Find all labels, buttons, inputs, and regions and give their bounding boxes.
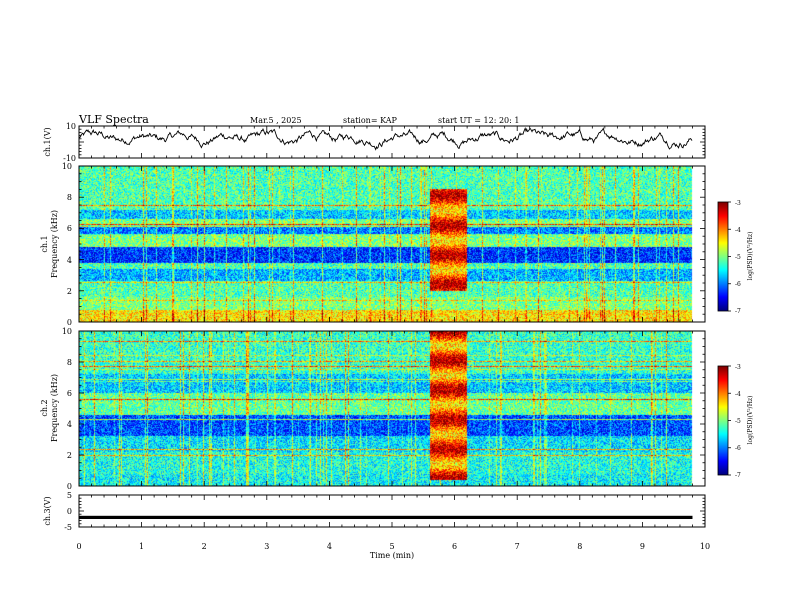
ch2-cbar-tick-m3: -3 — [735, 364, 741, 371]
ch2-spectrogram-image — [79, 331, 705, 486]
ch1-spec-ytick-2: 2 — [67, 287, 72, 296]
ch2-spec-ytick-8: 8 — [67, 358, 72, 367]
ch1-cbar-tick-m5: -5 — [735, 254, 741, 261]
ch1-spectrogram-panel: 0 2 4 6 8 10 ch.1 Frequency (kHz) -3 -4 … — [40, 162, 754, 327]
ch2-colorbar-label: log(PSD)(V²/Hz) — [747, 396, 754, 445]
station-label: station= KAP — [343, 116, 398, 125]
ch1-colorbar-gradient — [718, 202, 728, 311]
date-label: Mar.5 , 2025 — [250, 116, 302, 125]
ch1-waveform-panel: 10 -10 ch.1(V) — [43, 122, 706, 163]
ch2-spectrogram-ticks — [78, 330, 706, 487]
xtick-2: 2 — [202, 542, 207, 551]
xtick-8: 8 — [577, 542, 582, 551]
start-time-label: start UT = 12: 20: 1 — [438, 116, 519, 125]
ch2-spec-ylabel-channel: ch.2 — [40, 399, 49, 416]
ch3-waveform-band — [79, 515, 693, 519]
xtick-3: 3 — [264, 542, 269, 551]
ch2-cbar-tick-m6: -6 — [735, 445, 741, 452]
ch1-colorbar-label: log(PSD)(V²/Hz) — [747, 232, 754, 281]
ch2-cbar-tick-m4: -4 — [735, 391, 741, 398]
ch2-spec-ytick-0: 0 — [67, 482, 72, 491]
ch3-waveform-ylabel: ch.3(V) — [43, 496, 52, 525]
xtick-10: 10 — [700, 542, 710, 551]
ch1-waveform-ylabel: ch.1(V) — [43, 127, 52, 156]
ch3-ytick-0: 0 — [67, 507, 72, 516]
ch1-waveform-ticks — [78, 125, 706, 159]
ch1-cbar-tick-m6: -6 — [735, 281, 741, 288]
ch1-spec-ylabel-channel: ch.1 — [40, 235, 49, 252]
ch1-spec-ylabel: Frequency (kHz) — [50, 210, 59, 278]
x-tick-labels: 0 1 2 3 4 5 6 7 8 9 10 — [76, 542, 710, 551]
ch3-ytick-m5: -5 — [64, 523, 72, 532]
x-axis-label: Time (min) — [370, 551, 414, 560]
xtick-0: 0 — [76, 542, 81, 551]
ch3-waveform-panel: 5 0 -5 ch.3(V) 0 1 2 3 4 5 6 7 8 9 10 Ti… — [43, 491, 710, 560]
ch2-spec-ytick-2: 2 — [67, 451, 72, 460]
ch3-ytick-5: 5 — [67, 491, 72, 500]
xtick-4: 4 — [327, 542, 332, 551]
ch3-waveform-ticks — [78, 494, 706, 528]
ch1-spec-ytick-8: 8 — [67, 193, 72, 202]
ch2-spec-ylabel: Frequency (kHz) — [50, 374, 59, 442]
xtick-6: 6 — [452, 542, 457, 551]
ch1-cbar-tick-m4: -4 — [735, 227, 741, 234]
ch1-spec-ytick-4: 4 — [67, 256, 72, 265]
ch1-colorbar-ticks — [728, 201, 731, 312]
ch2-spectrogram-panel: 0 2 4 6 8 10 ch.2 Frequency (kHz) -3 -4 … — [40, 327, 754, 491]
ch1-cbar-tick-m3: -3 — [735, 200, 741, 207]
ch1-ytick-bottom: -10 — [63, 154, 76, 163]
figure-title: VLF Spectra — [78, 113, 149, 126]
ch2-colorbar-gradient — [718, 366, 728, 475]
ch1-waveform-line — [78, 126, 693, 151]
ch1-ytick-top: 10 — [66, 122, 76, 131]
ch1-spec-ytick-6: 6 — [67, 224, 72, 233]
ch1-cbar-tick-m7: -7 — [735, 308, 741, 315]
ch1-spec-ytick-10: 10 — [62, 162, 72, 171]
ch2-cbar-tick-m7: -7 — [735, 472, 741, 479]
ch2-spec-ytick-10: 10 — [62, 327, 72, 336]
ch1-spec-ytick-0: 0 — [67, 318, 72, 327]
xtick-9: 9 — [640, 542, 645, 551]
xtick-5: 5 — [389, 542, 394, 551]
ch2-cbar-tick-m5: -5 — [735, 418, 741, 425]
ch1-spectrogram-image — [79, 166, 705, 322]
xtick-7: 7 — [515, 542, 520, 551]
ch2-spec-ytick-6: 6 — [67, 389, 72, 398]
ch2-spec-ytick-4: 4 — [67, 420, 72, 429]
ch2-colorbar-ticks — [728, 365, 731, 476]
ch1-spectrogram-ticks — [78, 165, 706, 323]
xtick-1: 1 — [139, 542, 144, 551]
